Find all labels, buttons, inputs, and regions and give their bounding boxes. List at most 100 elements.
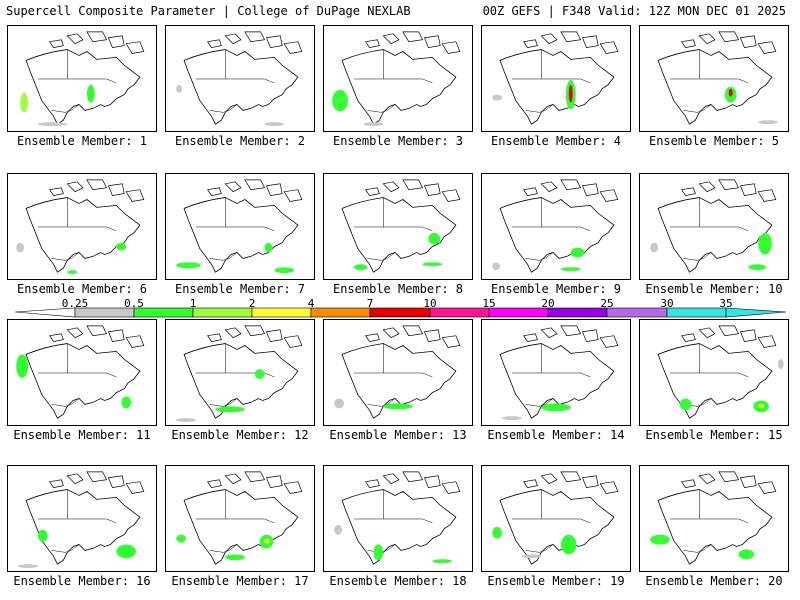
ensemble-member-label: Ensemble Member: 20 xyxy=(645,574,783,588)
scp-contour-fill xyxy=(728,88,733,97)
scp-contour-fill xyxy=(18,564,38,569)
ensemble-member-label: Ensemble Member: 14 xyxy=(487,428,625,442)
coastline xyxy=(25,489,141,565)
ensemble-map-panel xyxy=(7,25,157,132)
scp-contour-fill xyxy=(264,242,273,253)
political-borders xyxy=(511,197,591,261)
coastline xyxy=(341,489,457,565)
scp-contour-fill xyxy=(332,89,348,112)
ensemble-map-panel xyxy=(7,173,157,280)
coastline xyxy=(183,49,299,125)
political-borders xyxy=(37,49,117,113)
arctic-islands xyxy=(523,31,619,54)
scp-contour-fill xyxy=(568,84,573,103)
scp-contour-fill xyxy=(560,267,581,272)
map-canvas xyxy=(16,179,145,275)
ensemble-member-label: Ensemble Member: 1 xyxy=(16,134,148,148)
political-borders xyxy=(669,489,749,553)
ensemble-map-panel xyxy=(481,465,631,572)
scp-contour-fill xyxy=(16,354,29,378)
scp-contour-fill xyxy=(334,398,345,409)
map-canvas xyxy=(341,179,461,273)
political-borders xyxy=(511,489,591,553)
map-canvas xyxy=(650,471,777,565)
scp-contour-fill xyxy=(748,264,767,271)
colorbar-segment xyxy=(488,307,549,318)
colorbar-segment xyxy=(547,307,608,318)
scp-contour-fill xyxy=(650,534,670,545)
political-borders xyxy=(37,489,117,553)
map-canvas xyxy=(334,325,461,419)
scp-contour-fill xyxy=(422,262,443,267)
scp-contour-fill xyxy=(116,242,127,251)
scp-contour-fill xyxy=(492,94,503,101)
map-canvas xyxy=(657,325,784,419)
scp-contour-fill xyxy=(650,242,659,253)
scp-contour-fill xyxy=(521,554,542,559)
ensemble-member-label: Ensemble Member: 10 xyxy=(645,282,783,296)
ensemble-map-panel xyxy=(7,465,157,572)
scp-contour-fill xyxy=(86,84,95,103)
arctic-islands xyxy=(523,179,619,202)
ensemble-member-label: Ensemble Member: 16 xyxy=(13,574,151,588)
scp-contour-fill xyxy=(560,534,577,555)
scp-contour-fill xyxy=(176,262,201,269)
arctic-islands xyxy=(49,31,145,54)
scp-contour-fill xyxy=(264,538,270,544)
scp-contour-fill xyxy=(176,418,196,423)
ensemble-map-panel xyxy=(323,173,473,280)
colorbar-segment xyxy=(606,307,668,318)
colorbar xyxy=(14,307,787,318)
scp-contour-fill xyxy=(541,403,571,412)
coastline xyxy=(657,197,773,273)
scp-contour-fill xyxy=(121,396,132,409)
political-borders xyxy=(37,343,117,407)
political-borders xyxy=(669,49,749,113)
scp-contour-fill xyxy=(502,416,522,421)
arctic-islands xyxy=(365,325,461,348)
scp-contour-fill xyxy=(116,544,136,559)
coastline xyxy=(25,49,141,125)
colorbar-tick-label: 7 xyxy=(366,297,374,310)
scp-contour-fill xyxy=(264,122,285,127)
map-canvas xyxy=(657,31,778,125)
ensemble-map-panel xyxy=(165,25,315,132)
map-canvas xyxy=(176,31,303,127)
ensemble-member-label: Ensemble Member: 19 xyxy=(487,574,625,588)
map-canvas xyxy=(492,471,619,565)
arctic-islands xyxy=(681,179,777,202)
political-borders xyxy=(669,197,749,261)
colorbar-tick-label: 20 xyxy=(541,297,555,310)
political-borders xyxy=(511,343,591,407)
coastline xyxy=(499,197,615,273)
colorbar-segment xyxy=(369,307,431,318)
scp-contour-fill xyxy=(334,524,343,535)
colorbar-tick-label: 4 xyxy=(307,297,315,310)
colorbar-tick-label: 2 xyxy=(248,297,256,310)
map-canvas xyxy=(176,325,303,423)
map-canvas xyxy=(16,325,145,419)
ensemble-map-panel xyxy=(323,319,473,426)
colorbar-segment xyxy=(192,307,253,318)
scp-contour-fill xyxy=(215,406,245,413)
scp-contour-fill xyxy=(254,369,265,379)
ensemble-member-label: Ensemble Member: 4 xyxy=(490,134,622,148)
colorbar-segment xyxy=(251,307,312,318)
political-borders xyxy=(37,197,117,261)
scp-contour-fill xyxy=(758,120,778,125)
coastline xyxy=(499,49,615,125)
political-borders xyxy=(353,49,433,113)
coastline xyxy=(657,49,773,125)
arctic-islands xyxy=(681,31,777,54)
colorbar-segment xyxy=(310,307,371,318)
coastline xyxy=(341,197,457,273)
coastline xyxy=(657,489,773,565)
political-borders xyxy=(195,197,275,261)
coastline xyxy=(183,343,299,419)
map-canvas xyxy=(499,325,619,421)
scp-contour-fill xyxy=(492,526,503,539)
coastline xyxy=(657,343,773,419)
map-canvas xyxy=(332,31,461,127)
ensemble-member-label: Ensemble Member: 18 xyxy=(329,574,467,588)
map-title: Supercell Composite Parameter | College … xyxy=(6,4,411,18)
